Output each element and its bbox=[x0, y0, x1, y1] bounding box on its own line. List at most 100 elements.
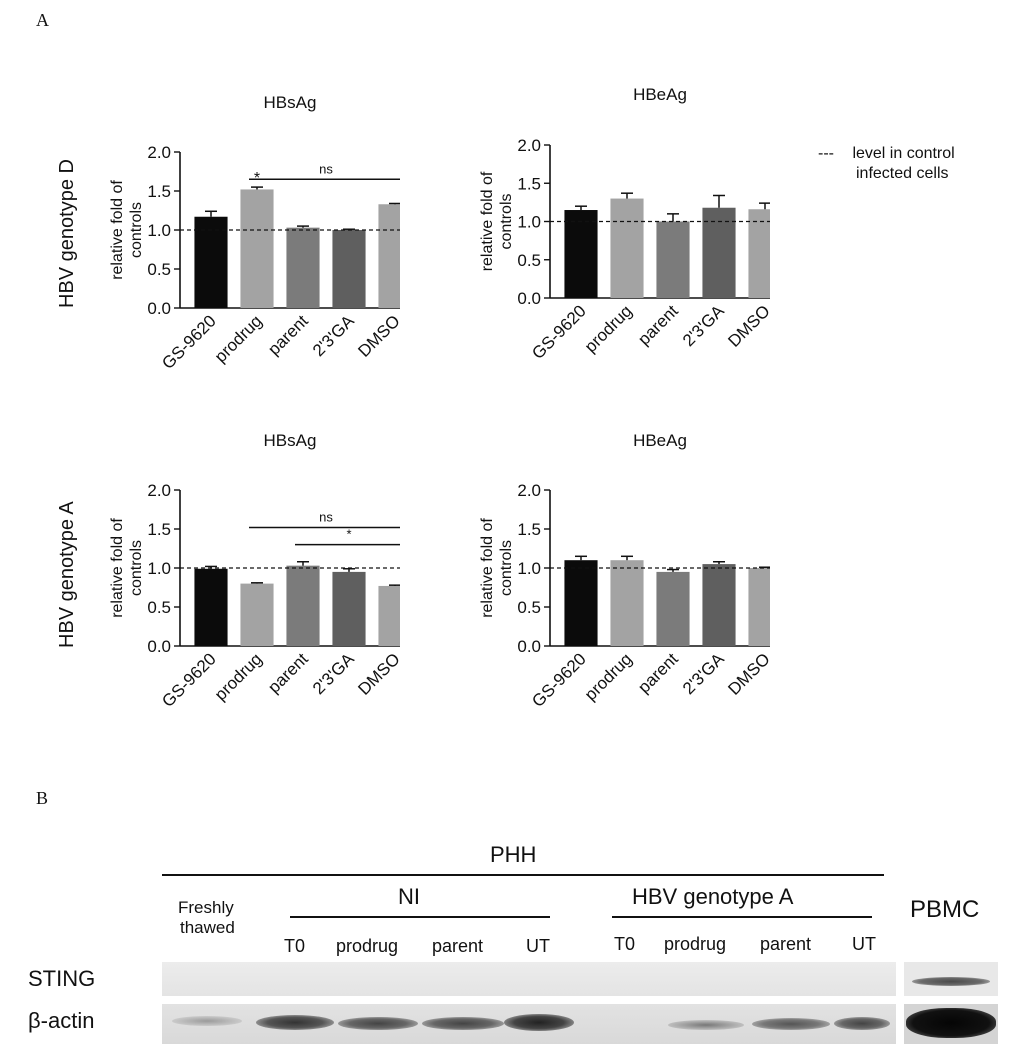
bar bbox=[286, 565, 320, 646]
bar bbox=[332, 230, 366, 308]
y-tick-label: 0.0 bbox=[147, 637, 171, 656]
row-label-actin: β-actin bbox=[28, 1008, 95, 1033]
actin-band-ni-t0 bbox=[256, 1015, 334, 1030]
actin-band-ni-ut bbox=[504, 1014, 574, 1031]
lane-ni-prodrug: prodrug bbox=[336, 936, 399, 956]
y-tick-label: 0.5 bbox=[147, 598, 171, 617]
bar bbox=[240, 189, 274, 308]
chart-title: HBeAg bbox=[633, 431, 687, 450]
y-tick-label: 1.0 bbox=[517, 213, 541, 232]
sting-pbmc-band bbox=[912, 977, 990, 986]
y-tick-label: 2.0 bbox=[517, 136, 541, 155]
ni-line bbox=[290, 916, 550, 918]
bar bbox=[240, 583, 274, 646]
x-tick-label: DMSO bbox=[354, 649, 400, 698]
y-axis-label-line-1: relative fold of bbox=[479, 518, 496, 618]
y-axis-label-line-1: relative fold of bbox=[109, 518, 126, 618]
y-tick-label: 2.0 bbox=[517, 481, 541, 500]
bar bbox=[194, 568, 228, 646]
y-axis-label-line-2: controls bbox=[128, 202, 145, 258]
y-tick-label: 0.5 bbox=[517, 251, 541, 270]
y-tick-label: 2.0 bbox=[147, 143, 171, 162]
lane-hbv-t0: T0 bbox=[614, 934, 636, 954]
actin-band-hbv-prodrug bbox=[668, 1020, 744, 1030]
y-tick-label: 1.0 bbox=[147, 221, 171, 240]
y-tick-label: 0.0 bbox=[147, 299, 171, 318]
y-tick-label: 1.5 bbox=[147, 182, 171, 201]
hbv-line bbox=[612, 916, 872, 918]
hbv-label: HBV genotype A bbox=[632, 884, 794, 909]
chart-title: HBeAg bbox=[633, 85, 687, 104]
pbmc-label: PBMC bbox=[910, 896, 980, 923]
x-tick-label: prodrug bbox=[211, 649, 266, 704]
bar bbox=[702, 564, 736, 646]
actin-band-hbv-ut bbox=[834, 1017, 890, 1030]
phh-line bbox=[162, 874, 884, 876]
lane-hbv-ut: UT bbox=[852, 934, 876, 954]
x-tick-label: 2'3'GA bbox=[309, 649, 358, 698]
x-tick-label: prodrug bbox=[211, 311, 266, 366]
bar bbox=[286, 227, 320, 308]
bar bbox=[656, 571, 690, 646]
x-tick-label: 2'3'GA bbox=[679, 301, 728, 350]
y-tick-label: 1.5 bbox=[517, 174, 541, 193]
x-tick-label: prodrug bbox=[581, 301, 636, 356]
bar bbox=[564, 560, 598, 646]
y-axis-label-line-1: relative fold of bbox=[479, 171, 496, 271]
legend-dash: --- bbox=[818, 145, 834, 162]
bar bbox=[748, 568, 770, 646]
actin-band-freshly bbox=[172, 1016, 242, 1026]
legend-text-2: infected cells bbox=[856, 165, 949, 182]
x-tick-label: parent bbox=[634, 649, 682, 697]
x-tick-label: prodrug bbox=[581, 649, 636, 704]
y-axis-label: relative fold of controls bbox=[109, 518, 145, 618]
x-tick-label: GS-9620 bbox=[158, 311, 220, 373]
lane-ni-ut: UT bbox=[526, 936, 550, 956]
bar bbox=[656, 221, 690, 298]
x-tick-label: DMSO bbox=[354, 311, 400, 360]
ni-label: NI bbox=[398, 884, 420, 909]
x-tick-label: parent bbox=[264, 311, 312, 359]
chart-title: HBsAg bbox=[264, 93, 317, 112]
y-axis-label-line-2: controls bbox=[498, 540, 515, 596]
legend-text-1: level in control bbox=[852, 145, 955, 162]
actin-pbmc-band bbox=[906, 1008, 996, 1038]
x-tick-label: 2'3'GA bbox=[679, 649, 728, 698]
x-tick-label: GS-9620 bbox=[528, 649, 590, 711]
freshly-label: Freshly bbox=[178, 898, 234, 917]
y-tick-label: 0.0 bbox=[517, 289, 541, 308]
y-tick-label: 0.5 bbox=[517, 598, 541, 617]
x-tick-label: 2'3'GA bbox=[309, 311, 358, 360]
y-tick-label: 0.0 bbox=[517, 637, 541, 656]
panel-label-a: A bbox=[36, 10, 49, 30]
y-tick-label: 2.0 bbox=[147, 481, 171, 500]
bar bbox=[194, 216, 228, 308]
y-tick-label: 1.0 bbox=[517, 559, 541, 578]
significance-label: ns bbox=[319, 509, 333, 524]
bar bbox=[378, 585, 400, 646]
x-tick-label: parent bbox=[634, 301, 682, 349]
thawed-label: thawed bbox=[180, 918, 235, 937]
bar bbox=[564, 210, 598, 298]
actin-band-hbv-parent bbox=[752, 1018, 830, 1030]
lane-ni-t0: T0 bbox=[284, 936, 306, 956]
y-tick-label: 0.5 bbox=[147, 260, 171, 279]
significance-label: ns bbox=[319, 161, 333, 176]
row-label-genotype-a: HBV genotype A bbox=[56, 501, 78, 648]
x-tick-label: DMSO bbox=[724, 649, 770, 698]
bar bbox=[332, 571, 366, 646]
lane-hbv-prodrug: prodrug bbox=[664, 934, 727, 954]
bar bbox=[748, 209, 770, 298]
chart-hbeag-genotype-d: HBeAg 0.0 0.5 1.0 1.5 2.0 relative fold of cont… bbox=[479, 85, 770, 363]
row-label-sting: STING bbox=[28, 966, 96, 991]
y-tick-label: 1.5 bbox=[517, 520, 541, 539]
bar bbox=[610, 198, 644, 298]
y-axis-label-line-2: controls bbox=[498, 193, 515, 249]
bar bbox=[610, 560, 644, 646]
row-label-genotype-d: HBV genotype D bbox=[56, 159, 78, 308]
chart-title: HBsAg bbox=[264, 431, 317, 450]
actin-band-ni-prodrug bbox=[338, 1017, 418, 1030]
x-tick-label: GS-9620 bbox=[158, 649, 220, 711]
